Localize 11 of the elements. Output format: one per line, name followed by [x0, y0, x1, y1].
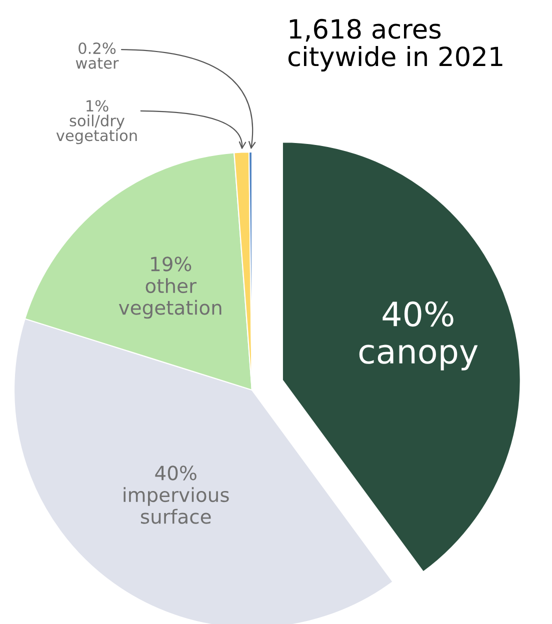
slice-label: other vegetation: [118, 278, 222, 319]
data-label: 40%: [382, 301, 454, 327]
chart-title: 1,618 acres citywide in 2021: [288, 18, 502, 72]
data-label: 19%: [151, 256, 192, 272]
slice-label: canopy: [359, 344, 478, 370]
data-label: 1%: [86, 100, 108, 112]
data-label: 40%: [155, 466, 196, 480]
slice-label: impervious surface: [124, 487, 229, 524]
slice-label: water: [76, 58, 119, 69]
slice-label: soil/dry vegetation: [56, 114, 137, 144]
data-label: 0.2%: [78, 42, 116, 54]
